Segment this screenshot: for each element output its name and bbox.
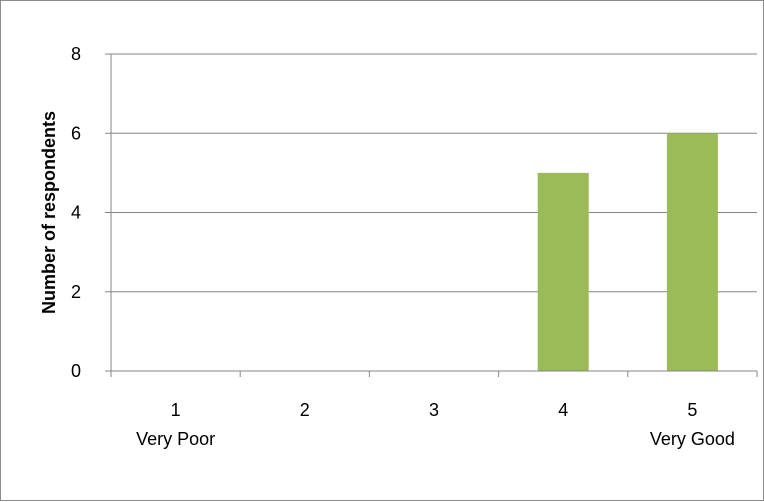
x-tick-label: 5 (687, 400, 697, 420)
tick-labels: 0 2 4 6 8 1 Very Poor 2 3 4 5 Very Good (71, 44, 735, 449)
y-tick-label: 8 (71, 44, 81, 64)
y-tick-label: 2 (71, 282, 81, 302)
axes (105, 53, 758, 377)
bar-5 (666, 133, 718, 371)
y-tick-label: 6 (71, 123, 81, 143)
y-axis-title: Number of respondents (39, 111, 59, 314)
x-tick-label: 3 (429, 400, 439, 420)
bar-4 (537, 172, 589, 371)
y-tick-label: 0 (71, 361, 81, 381)
x-sublabel: Very Good (650, 429, 735, 449)
x-tick-label: 2 (300, 400, 310, 420)
x-tick-label: 4 (558, 400, 568, 420)
gridlines (111, 53, 757, 293)
y-tick-label: 4 (71, 203, 81, 223)
x-sublabel: Very Poor (136, 429, 215, 449)
x-tick-label: 1 (171, 400, 181, 420)
bars (537, 133, 718, 371)
